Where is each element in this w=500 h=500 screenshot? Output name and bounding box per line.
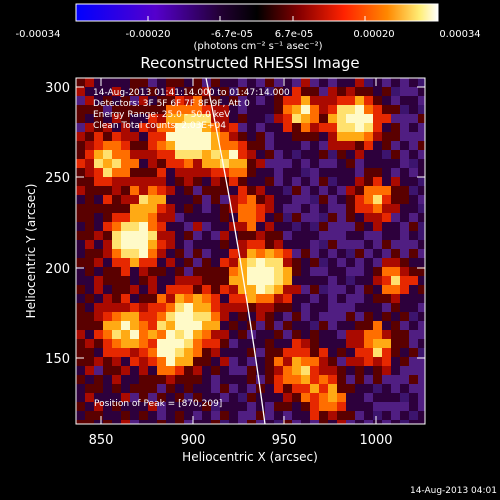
algorithm-counts-label: Clean Total counts: 2.03E+04 [93,121,226,131]
plot-title: Reconstructed RHESSI Image [140,54,359,72]
energy-range-label: Energy Range: 25.0 - 50.0 keV [93,110,231,120]
x-tick-label: 1000 [359,433,392,448]
y-tick-label: 200 [45,262,70,277]
colorbar-tick-label: -0.00020 [126,29,171,40]
y-axis-label: Heliocentric Y (arcsec) [24,184,38,319]
x-tick-label: 850 [89,433,114,448]
colorbar-tick-label: 0.00034 [439,29,480,40]
plot-frame [75,77,426,425]
colorbar-gradient [75,3,439,22]
detectors-label: Detectors: 3F 5F 6F 7F 8F 9F, Att 0 [93,99,250,109]
x-tick-label: 950 [272,433,297,448]
colorbar-tick-label: 0.00020 [353,29,394,40]
info-annotations: 14-Aug-2013 01:41:14.000 to 01:47:14.000… [93,88,290,409]
colorbar-tick-marks [75,16,438,21]
peak-position-label: Position of Peak = [870,209] [94,399,222,409]
footer-timestamp: 14-Aug-2013 04:01 [410,486,497,496]
solar-limb-line [205,78,266,424]
colorbar: -0.00034 -0.00020 -6.7e-05 6.7e-05 0.000… [16,3,481,52]
colorbar-tick-label: -0.00034 [16,29,61,40]
y-tick-label: 250 [45,171,70,186]
x-axis-label: Heliocentric X (arcsec) [182,450,318,464]
colorbar-tick-label: 6.7e-05 [275,29,313,40]
y-tick-label: 300 [45,81,70,96]
axis-tick-marks [76,78,425,424]
y-tick-label: 150 [45,352,70,367]
colorbar-units: (photons cm⁻² s⁻¹ asec⁻²) [193,41,322,52]
rhessi-image [76,78,425,424]
time-range-label: 14-Aug-2013 01:41:14.000 to 01:47:14.000 [93,88,290,98]
x-tick-label: 900 [181,433,206,448]
colorbar-tick-label: -6.7e-05 [211,29,253,40]
